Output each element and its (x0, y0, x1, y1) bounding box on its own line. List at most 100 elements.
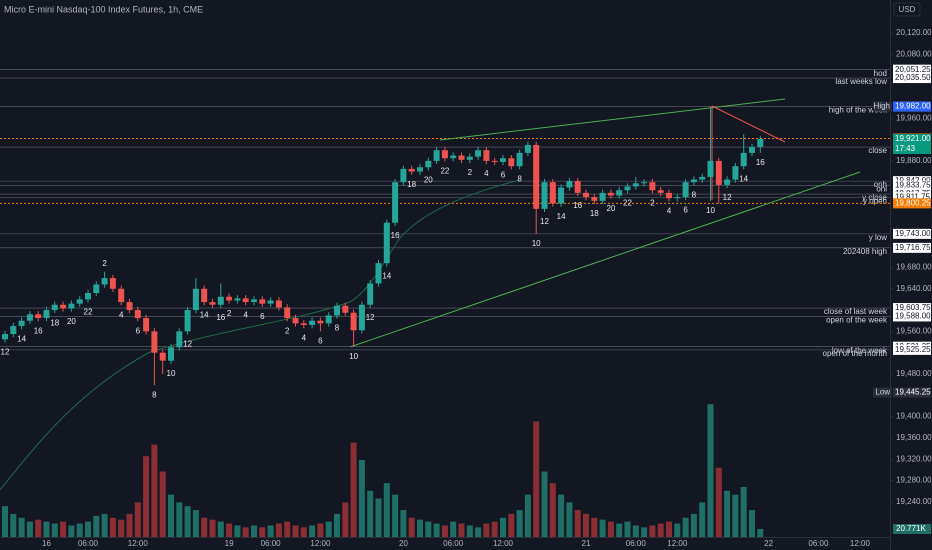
volume-bar (309, 525, 316, 537)
candle-body (143, 318, 150, 332)
volume-bar (126, 513, 133, 537)
candle-body (43, 310, 50, 319)
candle-body (433, 150, 440, 161)
session-label: 16 (216, 313, 225, 322)
y-tick-label: 20,080.00 (896, 49, 932, 58)
volume-bar (757, 529, 764, 537)
volume-bar (184, 506, 191, 537)
candle-body (417, 167, 423, 172)
trend-line-upper (439, 98, 786, 141)
session-label: 22 (440, 167, 449, 176)
currency-box[interactable] (893, 2, 921, 17)
price-badge-box (893, 198, 931, 209)
volume-bar (209, 519, 216, 537)
session-label: 20 (424, 176, 433, 185)
candle-body (35, 314, 42, 319)
candle-body (317, 320, 324, 324)
session-label: 2 (227, 309, 232, 318)
session-label: 2 (102, 259, 107, 268)
volume-bar (234, 525, 241, 537)
candle-body (151, 331, 158, 353)
candle-body (176, 331, 183, 348)
volume-bar (2, 506, 8, 537)
candle-body (275, 300, 282, 308)
badge-name: Low (875, 388, 890, 397)
price-label-box (893, 344, 931, 355)
price-badge: 19,800.25 (895, 198, 931, 207)
candle-body (732, 166, 739, 180)
session-label: 4 (484, 169, 489, 178)
volume-bar (176, 502, 183, 537)
price-label: 19,743.00 (895, 229, 931, 238)
x-tick-label: 20 (399, 539, 408, 548)
candle-body (259, 299, 266, 304)
candle-body (85, 293, 91, 300)
session-label: 12 (723, 193, 732, 202)
level-label: y low (869, 233, 887, 242)
price-label: 19,603.75 (895, 303, 931, 312)
volume-bar (558, 494, 565, 537)
candle-body (458, 155, 465, 160)
volume-bar (400, 510, 407, 537)
candle-body (558, 187, 565, 204)
candle-body (159, 352, 166, 361)
candle-body (292, 318, 299, 324)
volume-bar (574, 510, 581, 537)
volume-bar (284, 521, 291, 537)
y-tick-label: 19,560.00 (896, 326, 932, 335)
candle-body (491, 160, 498, 162)
price-label: 19,833.75 (895, 181, 931, 190)
candle-body (60, 304, 67, 309)
volume-bar (500, 517, 506, 537)
candle-body (68, 303, 75, 309)
session-label: 14 (200, 310, 209, 319)
volume-bar (93, 515, 100, 537)
session-label: 20 (606, 204, 615, 213)
session-label: 4 (302, 333, 307, 342)
session-label: 16 (34, 326, 43, 335)
currency[interactable]: USD (899, 5, 916, 14)
volume-badge: 20.771K (896, 524, 926, 533)
volume-bar (483, 523, 490, 537)
price-badge-box (893, 134, 931, 155)
candle-body (500, 158, 506, 162)
candle-body (234, 298, 241, 301)
candle-body (10, 326, 17, 335)
session-label: 8 (692, 191, 697, 200)
price-label-box (893, 311, 931, 322)
volume-bar (591, 517, 598, 537)
volume-bar (358, 460, 365, 537)
candle-body (367, 283, 374, 305)
x-tick-label: 12:00 (310, 539, 331, 548)
candle-body (516, 152, 523, 167)
price-label: 19,811.75 (895, 192, 931, 201)
candle-body (607, 192, 614, 196)
volume-bar (674, 523, 681, 537)
volume-bar (649, 525, 656, 537)
volume-bar (632, 525, 639, 537)
price-badge: 19,445.25 (895, 388, 931, 397)
candle-body (109, 278, 116, 289)
session-label: 4 (243, 310, 248, 319)
candle-body (76, 299, 83, 304)
candle-body (632, 183, 639, 187)
candle-body (616, 190, 623, 196)
candle-body (450, 155, 457, 159)
session-label: 14 (17, 334, 26, 343)
candle-body (300, 323, 307, 325)
candle-body (707, 160, 714, 177)
volume-bar (715, 467, 722, 537)
y-tick-label: 19,320.00 (896, 454, 932, 463)
y-tick-label: 19,880.00 (896, 156, 932, 165)
y-tick-label: 19,960.00 (896, 113, 932, 122)
level-label: last weeks low (835, 77, 887, 86)
volume-bar (732, 494, 739, 537)
candles (2, 106, 764, 386)
volume-bar (259, 527, 266, 537)
volume-bar (383, 483, 390, 537)
level-label: high of the week (829, 106, 888, 115)
candle-body (624, 186, 631, 191)
candle-body (533, 144, 540, 209)
volume-bar (458, 523, 465, 537)
